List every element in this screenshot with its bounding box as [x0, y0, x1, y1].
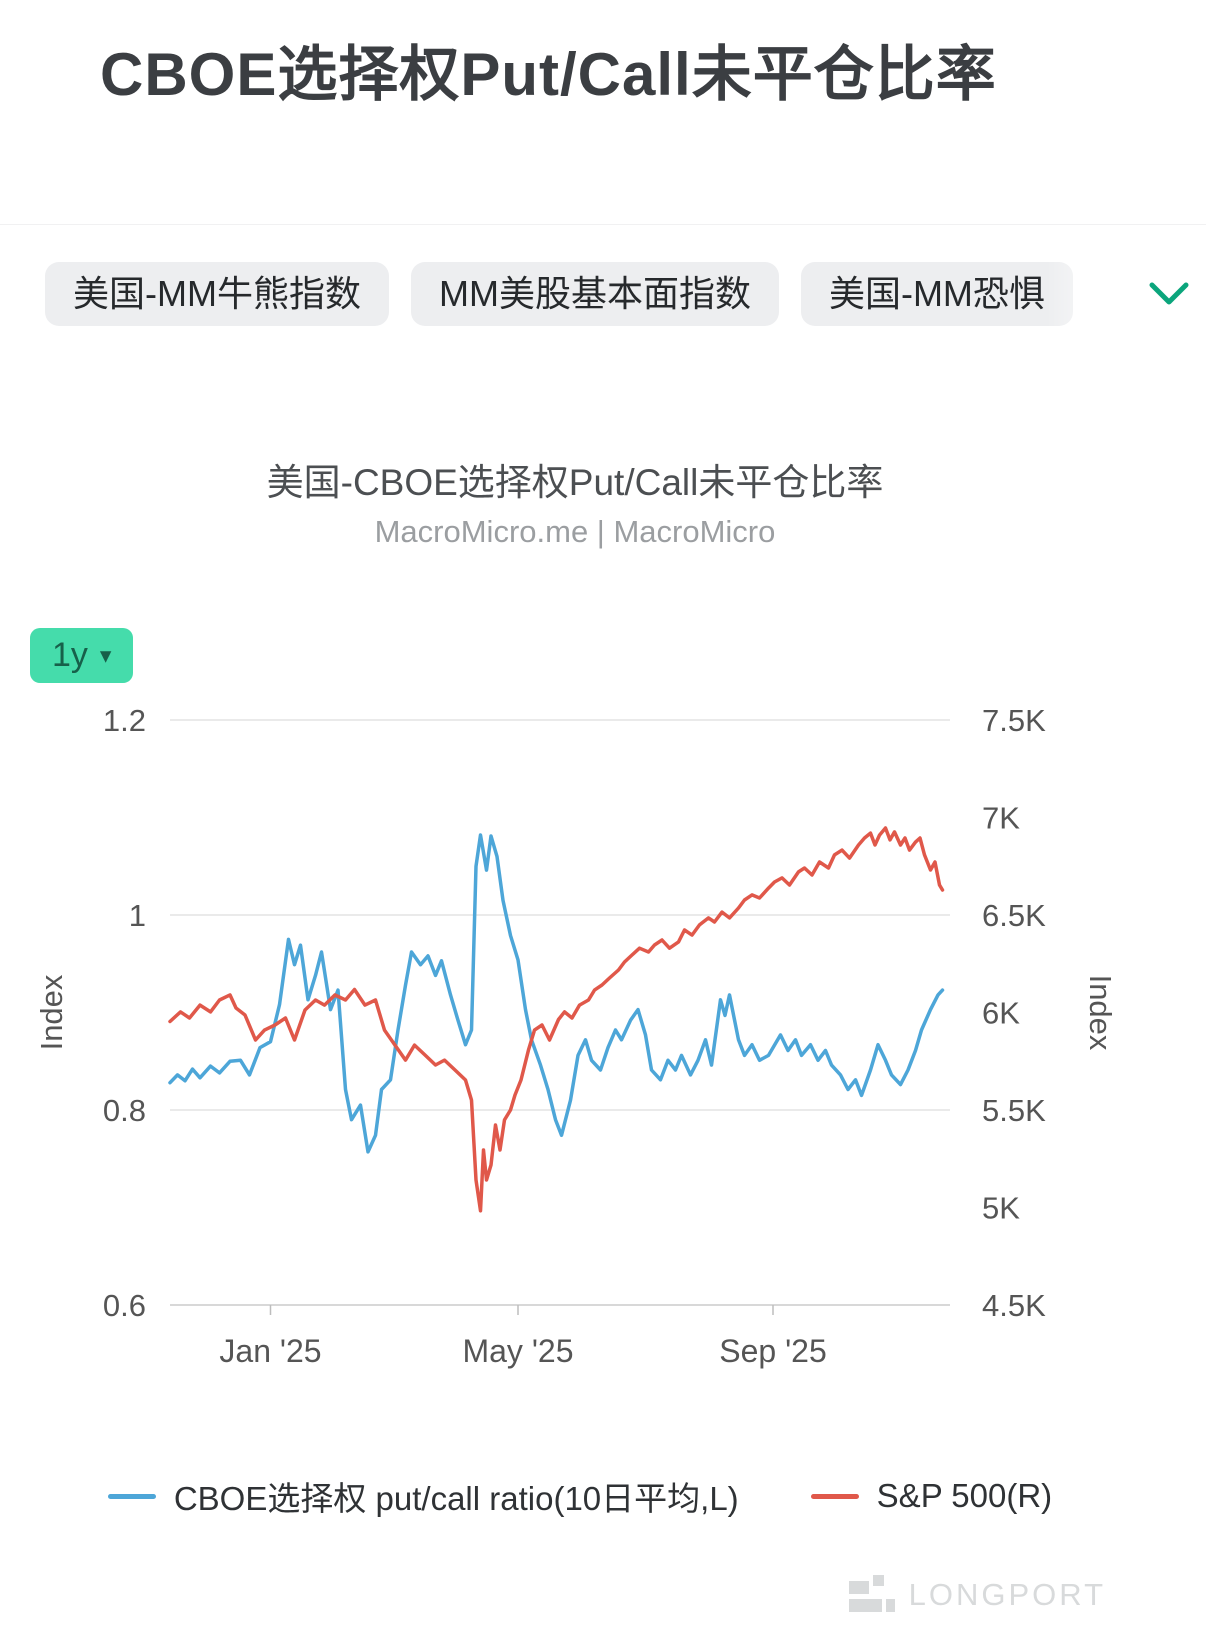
- x-axis-tick-label: May '25: [462, 1333, 573, 1369]
- chart-subtitle: MacroMicro.me | MacroMicro: [374, 514, 776, 549]
- range-selector-label: 1y: [52, 636, 88, 674]
- right-axis-tick-label: 7K: [982, 801, 1020, 836]
- legend-label-put-call-ratio: CBOE选择权 put/call ratio(10日平均,L): [173, 1480, 739, 1517]
- legend-swatch-blue: [107, 1493, 156, 1499]
- tag-mm-us-fundamentals-index[interactable]: MM美股基本面指数: [410, 262, 779, 326]
- chevron-down-icon: [1149, 282, 1189, 305]
- tag-us-mm-bull-bear-index[interactable]: 美国-MM牛熊指数: [45, 262, 389, 326]
- left-axis-tick-label: 0.6: [103, 1288, 146, 1323]
- longport-logo-icon: [848, 1575, 895, 1612]
- page-title: CBOE选择权Put/Call未平仓比率: [100, 41, 997, 108]
- right-axis-tick-label: 7.5K: [982, 703, 1046, 738]
- tag-us-mm-fear-index[interactable]: 美国-MM恐惧: [800, 262, 1073, 326]
- legend-swatch-red: [810, 1493, 859, 1499]
- chart-svg[interactable]: 1.2 1 0.8 0.6 7.5K 7K 6.5K 6K 5.5K 5K 4.5K Jan '25 M…: [0, 690, 1206, 1420]
- header: CBOE选择权Put/Call未平仓比率: [0, 0, 1206, 225]
- left-axis-tick-label: 1: [129, 898, 146, 933]
- tags-row: 美国-MM牛熊指数 MM美股基本面指数 美国-MM恐惧: [0, 262, 1206, 326]
- right-axis-tick-label: 4.5K: [982, 1288, 1046, 1323]
- legend-item-sp500[interactable]: S&P 500(R): [810, 1477, 1053, 1515]
- left-axis-title: Index: [34, 974, 69, 1050]
- x-axis-tick-label: Sep '25: [719, 1333, 827, 1369]
- legend-item-put-call-ratio[interactable]: CBOE选择权 put/call ratio(10日平均,L): [107, 1472, 739, 1520]
- right-axis-tick-label: 5.5K: [982, 1093, 1046, 1128]
- series-line-0: [168, 833, 945, 1154]
- watermark-text: LONGPORT: [908, 1577, 1106, 1612]
- right-axis-tick-label: 6K: [982, 996, 1020, 1031]
- range-selector-button[interactable]: 1y ▾: [30, 628, 134, 683]
- watermark: LONGPORT: [848, 1575, 1106, 1615]
- chart-title: 美国-CBOE选择权Put/Call未平仓比率: [266, 462, 884, 503]
- right-axis-tick-label: 6.5K: [982, 898, 1046, 933]
- right-axis-tick-label: 5K: [982, 1191, 1020, 1226]
- chart-legend: CBOE选择权 put/call ratio(10日平均,L) S&P 500(…: [0, 1472, 1160, 1520]
- right-axis-title: Index: [1083, 975, 1118, 1051]
- series-line-1: [168, 826, 945, 1213]
- left-axis-tick-label: 1.2: [103, 703, 146, 738]
- x-axis-tick-label: Jan '25: [219, 1333, 321, 1369]
- tags-expand-button[interactable]: [1046, 262, 1206, 326]
- legend-label-sp500: S&P 500(R): [876, 1477, 1053, 1514]
- dropdown-arrow-icon: ▾: [99, 642, 112, 668]
- left-axis-tick-label: 0.8: [103, 1093, 146, 1128]
